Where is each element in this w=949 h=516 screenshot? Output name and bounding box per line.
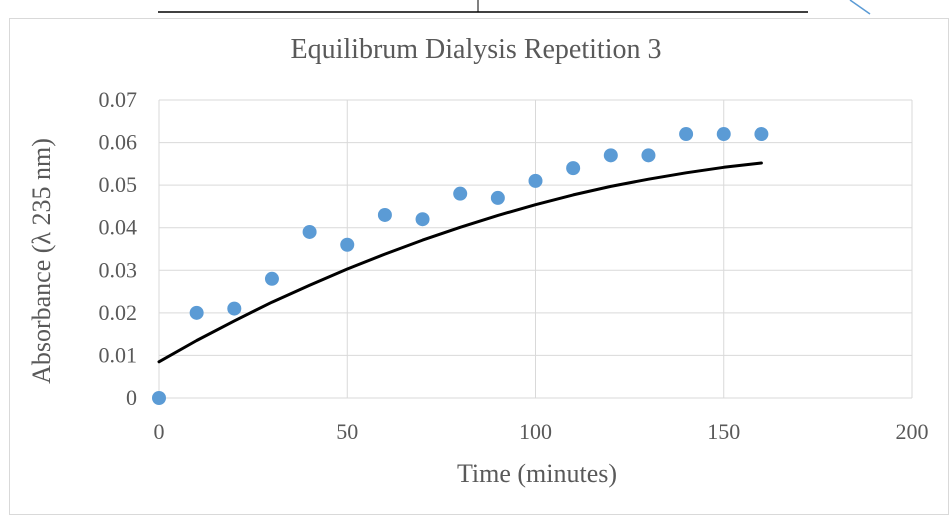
data-point[interactable] [189,305,204,320]
x-axis-title: Time (minutes) [457,459,617,488]
y-tick-label: 0.06 [99,130,138,155]
data-point[interactable] [377,207,392,222]
tick-labels: 0 0.01 0.02 0.03 0.04 0.05 0.06 0.07 0 50 100 150 20… [99,87,929,444]
cropped-table-lines [158,0,871,15]
data-point[interactable] [264,271,279,286]
y-tick-label: 0 [126,385,137,410]
data-point[interactable] [528,173,543,188]
data-point[interactable] [641,148,656,163]
scatter-chart: Equilibrum Dialysis Repetition 3 0 0.01 0.… [27,34,929,488]
data-point[interactable] [679,127,694,142]
gridlines [158,99,913,399]
data-point[interactable] [603,148,618,163]
data-point[interactable] [754,127,769,142]
y-tick-label: 0.04 [99,215,138,240]
data-points [152,127,769,405]
data-point[interactable] [453,186,468,201]
y-tick-label: 0.03 [99,257,138,282]
cropped-table-strip [0,0,949,18]
x-tick-label: 100 [519,419,552,444]
data-point[interactable] [302,224,317,239]
data-point[interactable] [716,127,731,142]
x-tick-label: 50 [336,419,358,444]
chart-title: Equilibrum Dialysis Repetition 3 [291,34,662,65]
y-tick-label: 0.02 [99,300,138,325]
chart-area: Equilibrum Dialysis Repetition 3 0 0.01 0.… [9,18,949,515]
trendline [157,161,763,364]
trendline-path [157,161,763,364]
data-point[interactable] [566,161,581,176]
data-point[interactable] [340,237,355,252]
x-tick-label: 150 [707,419,740,444]
y-tick-label: 0.07 [99,87,138,112]
y-tick-label: 0.01 [99,342,138,367]
y-tick-label: 0.05 [99,172,138,197]
y-axis-title: Absorbance (λ 235 nm) [27,138,56,384]
x-tick-label: 200 [896,419,929,444]
data-point[interactable] [227,301,242,316]
data-point[interactable] [490,190,505,205]
x-tick-label: 0 [154,419,165,444]
data-point[interactable] [415,212,430,227]
data-point[interactable] [152,391,166,405]
